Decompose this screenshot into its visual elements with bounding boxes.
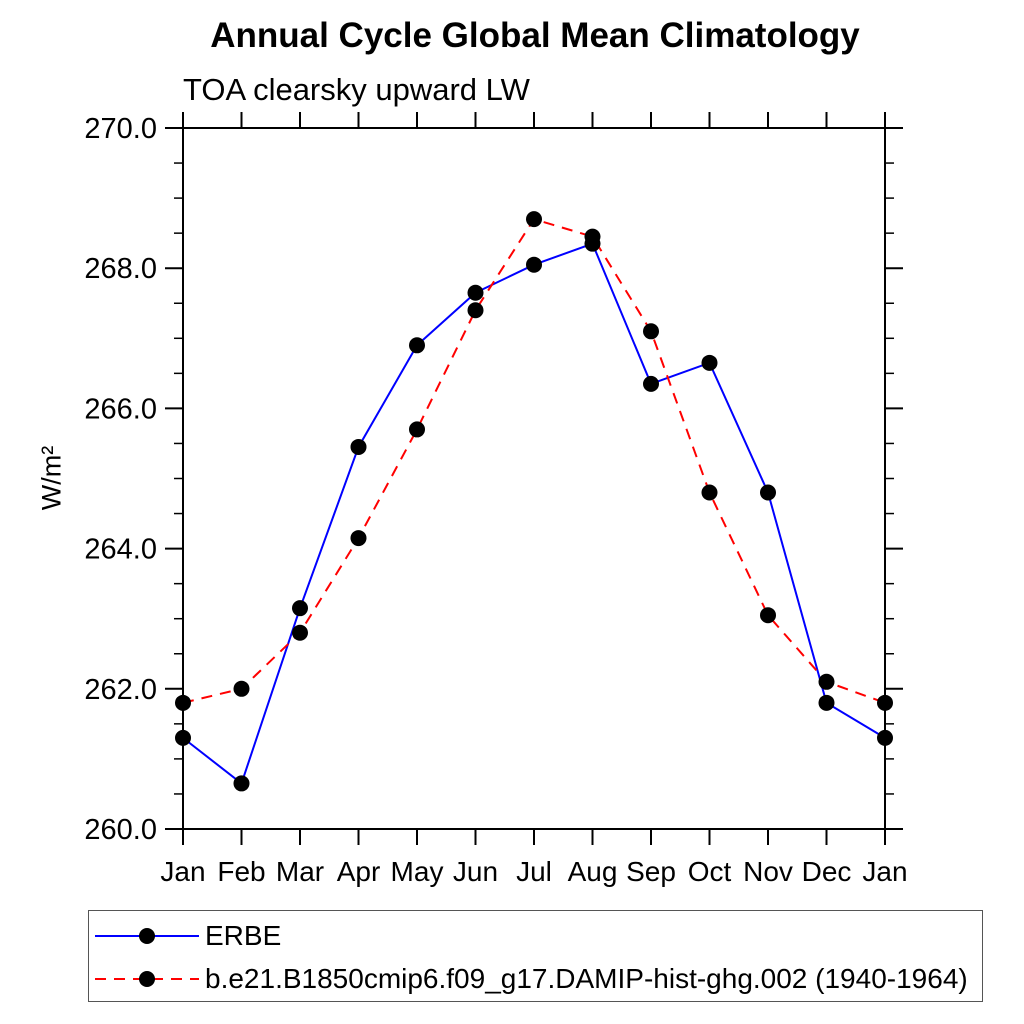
data-point-marker: [643, 375, 659, 392]
x-tick-label: Oct: [688, 856, 732, 887]
legend-solid-line-marker-icon: [95, 928, 199, 944]
y-tick-label: 260.0: [84, 814, 157, 846]
data-point-marker: [818, 673, 835, 690]
data-point-marker: [467, 284, 484, 301]
x-tick-label: Aug: [568, 856, 618, 887]
x-tick-label: Sep: [626, 856, 676, 887]
x-tick-label: Nov: [743, 856, 793, 887]
x-tick-label: Jan: [862, 856, 907, 887]
data-point-marker: [292, 624, 308, 641]
data-point-marker: [760, 607, 776, 624]
chart-subtitle: TOA clearsky upward LW: [183, 72, 530, 107]
x-tick-label: Mar: [276, 856, 324, 887]
data-point-marker: [877, 729, 893, 746]
y-tick-label: 266.0: [84, 393, 157, 425]
data-point-marker: [526, 256, 542, 273]
data-point-marker: [175, 694, 191, 711]
data-point-marker: [409, 421, 425, 438]
data-point-marker: [175, 729, 191, 746]
chart-title: Annual Cycle Global Mean Climatology: [210, 16, 860, 55]
data-point-marker: [701, 484, 718, 501]
data-point-marker: [526, 211, 542, 228]
x-tick-label: Apr: [337, 856, 381, 887]
data-point-marker: [350, 438, 367, 455]
data-point-marker: [233, 775, 250, 792]
x-tick-label: Dec: [802, 856, 852, 887]
series-line-solid: [182, 242, 886, 786]
data-point-marker: [233, 680, 250, 697]
series-line-dashed: [182, 217, 886, 704]
legend-box: ERBE b.e21.B1850cmip6.f09_g17.DAMIP-hist…: [88, 910, 983, 1002]
data-point-marker: [409, 337, 425, 354]
y-tick-label: 270.0: [84, 113, 157, 145]
data-point-marker: [643, 323, 659, 340]
legend-item-model: b.e21.B1850cmip6.f09_g17.DAMIP-hist-ghg.…: [93, 961, 968, 997]
data-point-marker: [701, 354, 718, 371]
x-tick-label: Jun: [453, 856, 498, 887]
data-point-marker: [584, 228, 601, 245]
legend-label-erbe: ERBE: [205, 920, 282, 951]
data-point-marker: [877, 694, 893, 711]
data-point-marker: [292, 600, 308, 617]
x-tick-label: Jul: [516, 856, 552, 887]
legend-item-erbe: ERBE: [93, 918, 281, 954]
x-tick-label: Feb: [217, 856, 265, 887]
data-point-marker: [760, 484, 776, 501]
axis-frame: [182, 127, 886, 830]
data-point-marker: [350, 530, 367, 547]
x-tick-label: May: [391, 856, 444, 887]
legend-label-model: b.e21.B1850cmip6.f09_g17.DAMIP-hist-ghg.…: [205, 963, 968, 994]
x-tick-label: Jan: [160, 856, 205, 887]
legend-marker-sample: [139, 928, 155, 944]
y-tick-label: 264.0: [84, 534, 157, 566]
legend-dashed-line-marker-icon: [95, 971, 199, 987]
y-tick-label: 268.0: [84, 253, 157, 285]
legend-marker-sample: [139, 971, 155, 987]
data-point-marker: [467, 302, 484, 319]
data-point-marker: [818, 694, 835, 711]
y-tick-label: 262.0: [84, 674, 157, 706]
